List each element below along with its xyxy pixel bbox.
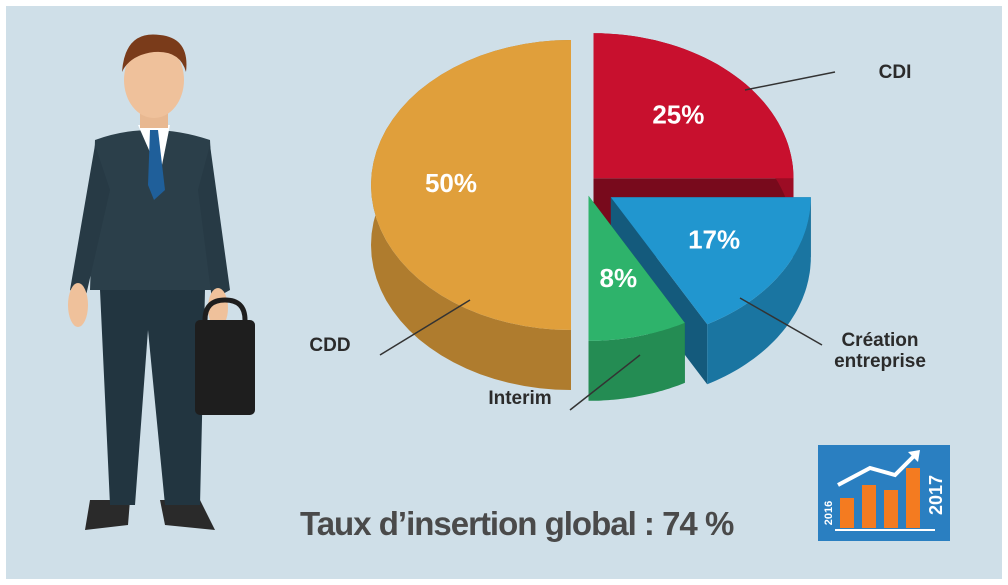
value-label: 50% <box>425 168 477 198</box>
slice <box>593 33 794 179</box>
pie-tops <box>371 33 811 341</box>
value-label: 17% <box>688 224 740 254</box>
category-label: CDD <box>309 335 351 356</box>
businessman <box>68 34 255 530</box>
category-label: Création entreprise <box>834 330 926 372</box>
slice-side <box>707 197 811 385</box>
icon-label: 2017 <box>926 475 946 515</box>
footer: Taux d’insertion global : 74 % <box>300 505 734 542</box>
slice-side <box>588 322 685 401</box>
category-label: Interim <box>488 388 552 409</box>
slice <box>588 195 685 341</box>
category-label: CDI <box>878 62 912 83</box>
slice <box>371 40 571 330</box>
icon-label: 2016 <box>823 501 835 525</box>
growth-icon: 2016 2017 <box>818 445 950 541</box>
value-label: 8% <box>600 263 638 293</box>
leader-line <box>739 297 823 346</box>
slice-side <box>593 33 794 239</box>
value-label: 25% <box>652 100 704 130</box>
leader-line <box>569 354 641 411</box>
leader-line <box>379 299 471 356</box>
slice <box>610 197 811 325</box>
leader-line <box>744 71 836 91</box>
